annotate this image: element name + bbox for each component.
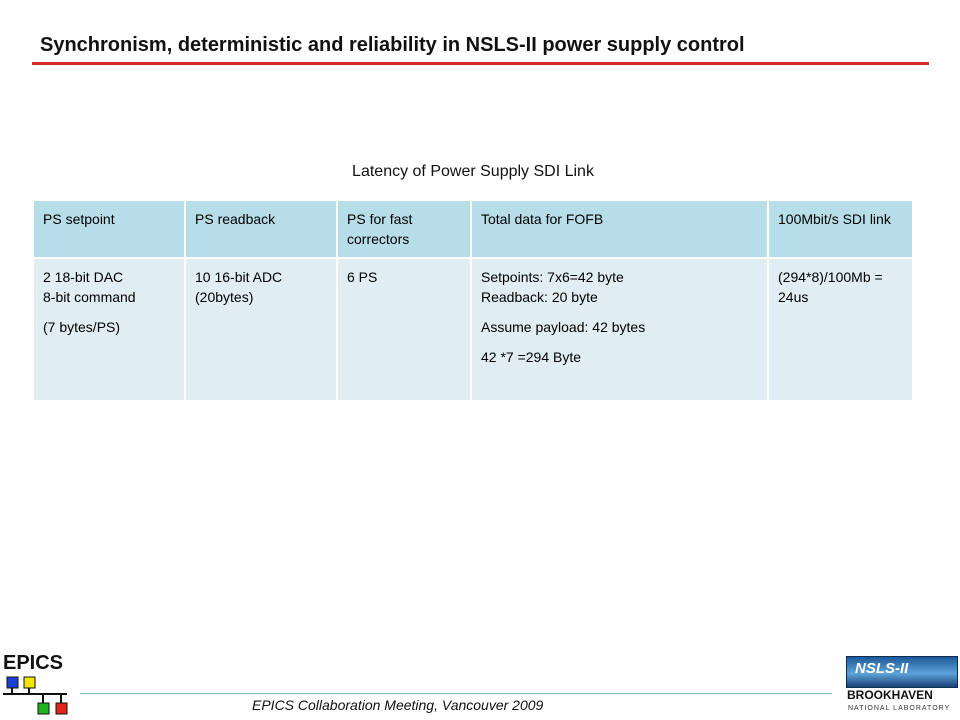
epics-logo-text: EPICS (3, 652, 64, 674)
header-ps-setpoint: PS setpoint (32, 199, 186, 259)
header-fast-correctors: PS for fast correctors (336, 199, 472, 259)
cell-setpoint: 2 18-bit DAC 8-bit command (7 bytes/PS) (32, 257, 186, 402)
total-setpoints: Setpoints: 7x6=42 byte (481, 269, 624, 285)
cell-readback: 10 16-bit ADC (20bytes) (184, 257, 338, 402)
nsls-ii-logo: NSLS-II (846, 656, 958, 688)
setpoint-command: 8-bit command (43, 289, 136, 305)
table-caption: Latency of Power Supply SDI Link (352, 163, 594, 180)
latency-table: PS setpoint PS readback PS for fast corr… (32, 199, 914, 402)
slide-title: Synchronism, deterministic and reliabili… (40, 34, 745, 56)
setpoint-dac: 2 18-bit DAC (43, 269, 124, 285)
table-header-row: PS setpoint PS readback PS for fast corr… (32, 199, 914, 259)
footer-text: EPICS Collaboration Meeting, Vancouver 2… (252, 697, 544, 713)
header-total-data: Total data for FOFB (470, 199, 769, 259)
title-underline (32, 62, 929, 65)
total-bytes: 42 *7 =294 Byte (481, 349, 582, 365)
table-row: 2 18-bit DAC 8-bit command (7 bytes/PS) … (32, 257, 914, 402)
cell-sdi-link: (294*8)/100Mb = 24us (767, 257, 914, 402)
nsls-ii-text: NSLS-II (855, 660, 909, 677)
epics-logo (3, 676, 68, 715)
national-laboratory-text: NATIONAL LABORATORY (848, 705, 951, 712)
header-sdi-link: 100Mbit/s SDI link (767, 199, 914, 259)
header-ps-readback: PS readback (184, 199, 338, 259)
cell-total-data: Setpoints: 7x6=42 byte Readback: 20 byte… (470, 257, 769, 402)
brookhaven-logo: NSLS-II BROOKHAVEN NATIONAL LABORATORY (846, 654, 958, 720)
brookhaven-text: BROOKHAVEN (847, 688, 933, 702)
total-payload: Assume payload: 42 bytes (481, 319, 646, 335)
footer-rule (80, 693, 832, 694)
setpoint-bytes: (7 bytes/PS) (43, 319, 121, 335)
total-readback: Readback: 20 byte (481, 289, 598, 305)
cell-fast-correctors: 6 PS (336, 257, 472, 402)
